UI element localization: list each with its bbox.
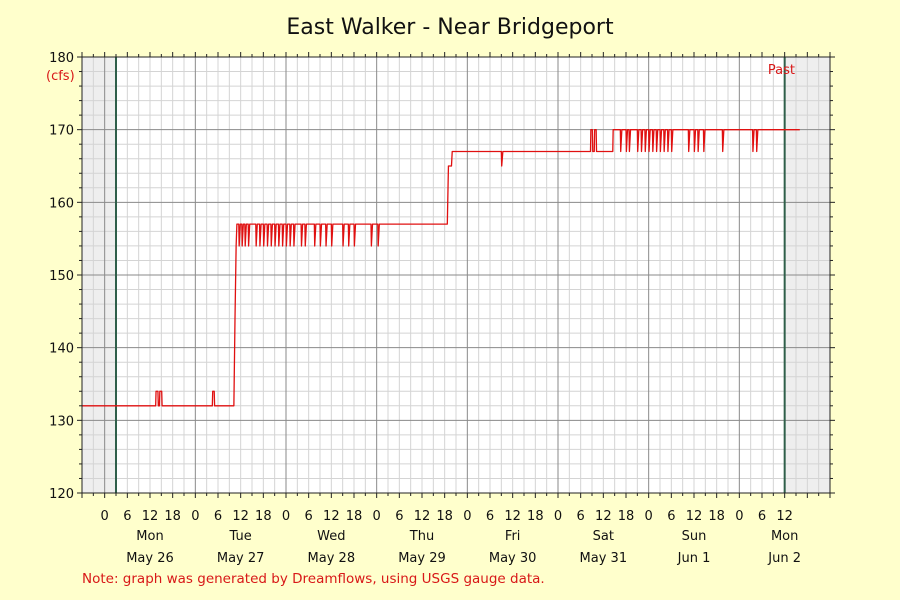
series-line-0 bbox=[82, 129, 800, 407]
day-date-label: May 29 bbox=[398, 551, 446, 566]
day-weekday-label: Fri bbox=[505, 529, 521, 544]
x-tick-label: 18 bbox=[255, 509, 272, 524]
x-tick-label: 12 bbox=[323, 509, 340, 524]
series-layer bbox=[82, 129, 800, 407]
x-tick-label: 6 bbox=[577, 509, 585, 524]
x-tick-label: 0 bbox=[554, 509, 562, 524]
x-tick-label: 12 bbox=[776, 509, 793, 524]
x-tick-label: 0 bbox=[101, 509, 109, 524]
x-tick-label: 6 bbox=[305, 509, 313, 524]
day-weekday-label: Thu bbox=[409, 529, 434, 544]
x-tick-label: 6 bbox=[395, 509, 403, 524]
x-tick-label: 0 bbox=[373, 509, 381, 524]
x-tick-label: 18 bbox=[708, 509, 725, 524]
day-date-label: May 27 bbox=[217, 551, 265, 566]
chart-title: East Walker - Near Bridgeport bbox=[286, 15, 614, 40]
y-tick-label: 140 bbox=[49, 342, 74, 357]
x-axis-day-labels: Mon May 26 Tue May 27 Wed May 28 Thu May 29 Fri M… bbox=[126, 529, 801, 566]
x-tick-label: 6 bbox=[486, 509, 494, 524]
x-tick-label: 18 bbox=[346, 509, 363, 524]
x-tick-label: 18 bbox=[527, 509, 544, 524]
day-weekday-label: Wed bbox=[317, 529, 345, 544]
x-tick-label: 18 bbox=[164, 509, 181, 524]
x-axis-tick-labels: 0 6 12 18 0 6 12 18 0 6 12 18 0 6 12 18 0 6 12 18 0 6 12 18 0 6 12… bbox=[101, 509, 793, 524]
x-tick-label: 12 bbox=[595, 509, 612, 524]
x-tick-label: 12 bbox=[504, 509, 521, 524]
day-date-label: May 26 bbox=[126, 551, 174, 566]
past-label: Past bbox=[768, 63, 795, 78]
day-weekday-label: Sun bbox=[682, 529, 707, 544]
x-tick-label: 0 bbox=[282, 509, 290, 524]
x-tick-label: 6 bbox=[667, 509, 675, 524]
day-weekday-label: Sat bbox=[593, 529, 614, 544]
x-tick-label: 6 bbox=[214, 509, 222, 524]
x-tick-label: 12 bbox=[686, 509, 703, 524]
footer-note: Note: graph was generated by Dreamflows,… bbox=[82, 571, 545, 587]
day-date-label: May 28 bbox=[308, 551, 356, 566]
y-axis-unit-label: (cfs) bbox=[46, 69, 75, 84]
y-tick-label: 150 bbox=[49, 269, 74, 284]
x-tick-label: 12 bbox=[232, 509, 249, 524]
day-weekday-label: Mon bbox=[136, 529, 163, 544]
day-weekday-label: Mon bbox=[771, 529, 798, 544]
y-tick-label: 120 bbox=[49, 487, 74, 502]
x-tick-label: 6 bbox=[758, 509, 766, 524]
day-date-label: May 30 bbox=[489, 551, 537, 566]
x-tick-label: 0 bbox=[191, 509, 199, 524]
x-tick-label: 0 bbox=[735, 509, 743, 524]
x-tick-label: 18 bbox=[436, 509, 453, 524]
day-date-label: May 31 bbox=[580, 551, 628, 566]
day-date-label: Jun 1 bbox=[677, 551, 711, 566]
x-tick-label: 12 bbox=[142, 509, 159, 524]
axis-ticks bbox=[77, 52, 835, 498]
y-tick-label: 180 bbox=[49, 51, 74, 66]
day-date-label: Jun 2 bbox=[767, 551, 801, 566]
x-tick-label: 0 bbox=[645, 509, 653, 524]
y-tick-label: 130 bbox=[49, 414, 74, 429]
day-weekday-label: Tue bbox=[229, 529, 252, 544]
x-tick-label: 0 bbox=[463, 509, 471, 524]
y-tick-label: 160 bbox=[49, 196, 74, 211]
x-tick-label: 6 bbox=[123, 509, 131, 524]
x-tick-label: 12 bbox=[414, 509, 431, 524]
x-tick-label: 18 bbox=[618, 509, 635, 524]
y-tick-label: 170 bbox=[49, 124, 74, 139]
y-axis-tick-labels: 120 130 140 150 160 170 180 bbox=[49, 51, 74, 502]
